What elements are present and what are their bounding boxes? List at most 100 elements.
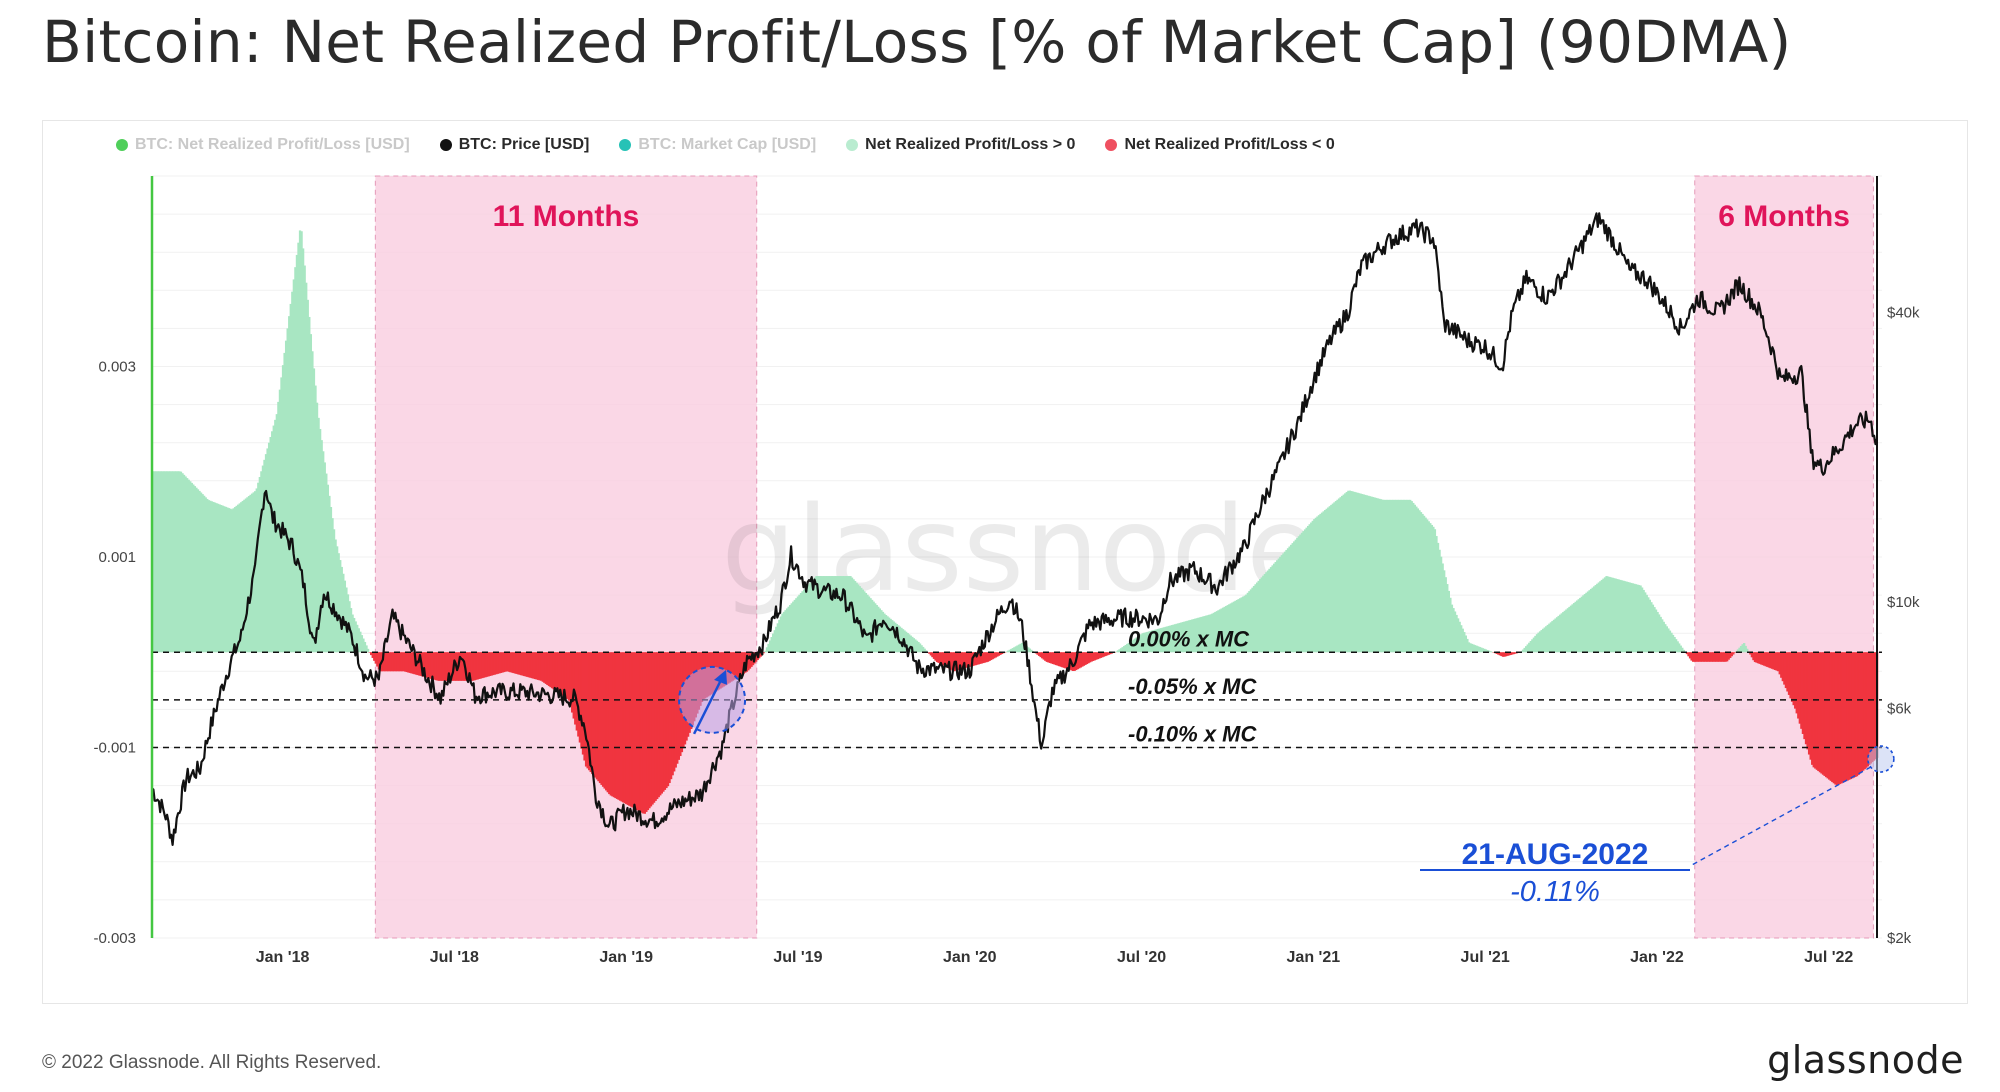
nrpl-bar <box>1478 646 1481 653</box>
nrpl-bar <box>574 652 577 725</box>
nrpl-bar <box>1187 620 1191 653</box>
nrpl-bar <box>538 652 541 681</box>
nrpl-bar <box>996 652 999 657</box>
nrpl-bar <box>1817 652 1820 772</box>
nrpl-bar <box>561 652 565 696</box>
nrpl-bar <box>1746 648 1749 653</box>
nrpl-bar <box>921 646 925 653</box>
legend-item[interactable]: BTC: Price [USD] <box>439 136 589 154</box>
nrpl-bar <box>1659 616 1662 653</box>
glassnode-logo[interactable]: glassnode <box>1767 1038 1964 1082</box>
nrpl-bar <box>849 576 852 653</box>
nrpl-bar <box>1436 542 1440 653</box>
nrpl-bar <box>459 652 462 681</box>
nrpl-bar <box>1271 565 1274 653</box>
nrpl-bar <box>1744 645 1747 653</box>
nrpl-bar <box>566 652 569 699</box>
nrpl-bar <box>840 576 843 653</box>
nrpl-bar <box>383 652 387 672</box>
nrpl-bar <box>1631 583 1634 653</box>
nrpl-bar <box>1047 652 1050 663</box>
nrpl-bar <box>1653 607 1656 653</box>
nrpl-bar <box>1804 652 1808 745</box>
nrpl-bar <box>342 573 345 653</box>
legend-item[interactable]: BTC: Net Realized Profit/Loss [USD] <box>116 136 410 154</box>
legend-item[interactable]: Net Realized Profit/Loss < 0 <box>1105 136 1335 154</box>
nrpl-bar <box>673 652 676 772</box>
nrpl-bar <box>1158 628 1161 653</box>
nrpl-bar <box>408 652 411 673</box>
nrpl-bar <box>1484 649 1488 653</box>
nrpl-bar <box>833 576 837 653</box>
nrpl-bar <box>261 465 265 653</box>
nrpl-bar <box>1407 499 1410 653</box>
nrpl-bar <box>860 587 863 653</box>
annotation-value: -0.11% <box>1510 876 1600 908</box>
nrpl-bar <box>1426 519 1429 653</box>
nrpl-bar <box>1794 652 1797 709</box>
nrpl-bar <box>1855 652 1859 777</box>
nrpl-bar <box>997 652 1001 656</box>
nrpl-bar <box>213 502 217 653</box>
nrpl-bar <box>1078 652 1081 669</box>
nrpl-bar <box>807 584 810 653</box>
nrpl-bar <box>411 652 415 674</box>
nrpl-bar <box>818 576 821 653</box>
nrpl-bar <box>1542 628 1545 653</box>
nrpl-bar <box>187 479 190 653</box>
nrpl-bar <box>846 576 849 653</box>
nrpl-bar <box>427 652 430 679</box>
nrpl-bar <box>1303 529 1307 653</box>
nrpl-bar <box>230 509 234 653</box>
nrpl-bar <box>1116 650 1120 653</box>
nrpl-bar <box>869 598 872 653</box>
nrpl-bar <box>552 652 555 690</box>
nrpl-bar <box>985 652 988 663</box>
nrpl-bar <box>387 652 390 672</box>
nrpl-bar <box>549 652 552 688</box>
legend-item[interactable]: BTC: Market Cap [USD] <box>619 136 816 154</box>
legend-item[interactable]: Net Realized Profit/Loss > 0 <box>846 136 1075 154</box>
nrpl-bar <box>1194 618 1197 653</box>
nrpl-bar <box>1647 597 1650 653</box>
nrpl-bar <box>1232 601 1236 653</box>
nrpl-bar <box>1657 614 1661 653</box>
nrpl-bar <box>300 231 303 653</box>
nrpl-bar <box>404 652 407 672</box>
nrpl-bar <box>1413 504 1416 653</box>
x-tick-label: Jan '19 <box>599 949 653 966</box>
nrpl-bar <box>575 652 578 731</box>
nrpl-bar <box>1286 548 1290 653</box>
nrpl-bar <box>1622 580 1625 653</box>
nrpl-bar <box>948 652 951 669</box>
nrpl-bar <box>1766 652 1769 667</box>
nrpl-bar <box>1418 510 1421 653</box>
nrpl-bar <box>660 652 663 794</box>
nrpl-bar <box>1231 602 1234 653</box>
nrpl-bar <box>162 471 166 653</box>
nrpl-bar <box>368 652 371 653</box>
nrpl-bar <box>156 471 159 653</box>
nrpl-bar <box>529 652 532 678</box>
nrpl-bar <box>482 652 486 678</box>
nrpl-bar <box>646 652 650 811</box>
nrpl-bar <box>1585 592 1588 653</box>
nrpl-bar <box>615 652 619 799</box>
nrpl-bar <box>1732 652 1735 655</box>
nrpl-bar <box>1044 652 1047 661</box>
nrpl-bar <box>373 652 376 661</box>
nrpl-bar <box>1594 585 1597 653</box>
nrpl-bar <box>1299 534 1302 653</box>
nrpl-bar <box>485 652 489 677</box>
nrpl-bar <box>297 242 300 653</box>
nrpl-bar <box>945 652 948 668</box>
nrpl-bar <box>1534 635 1537 653</box>
nrpl-bar <box>584 652 588 767</box>
nrpl-bar <box>1477 646 1480 653</box>
nrpl-bar <box>370 652 373 656</box>
nrpl-bar <box>789 605 792 653</box>
nrpl-bar <box>1525 646 1528 653</box>
nrpl-bar <box>1702 652 1706 662</box>
nrpl-bar <box>388 652 391 672</box>
nrpl-bar <box>1470 643 1474 653</box>
